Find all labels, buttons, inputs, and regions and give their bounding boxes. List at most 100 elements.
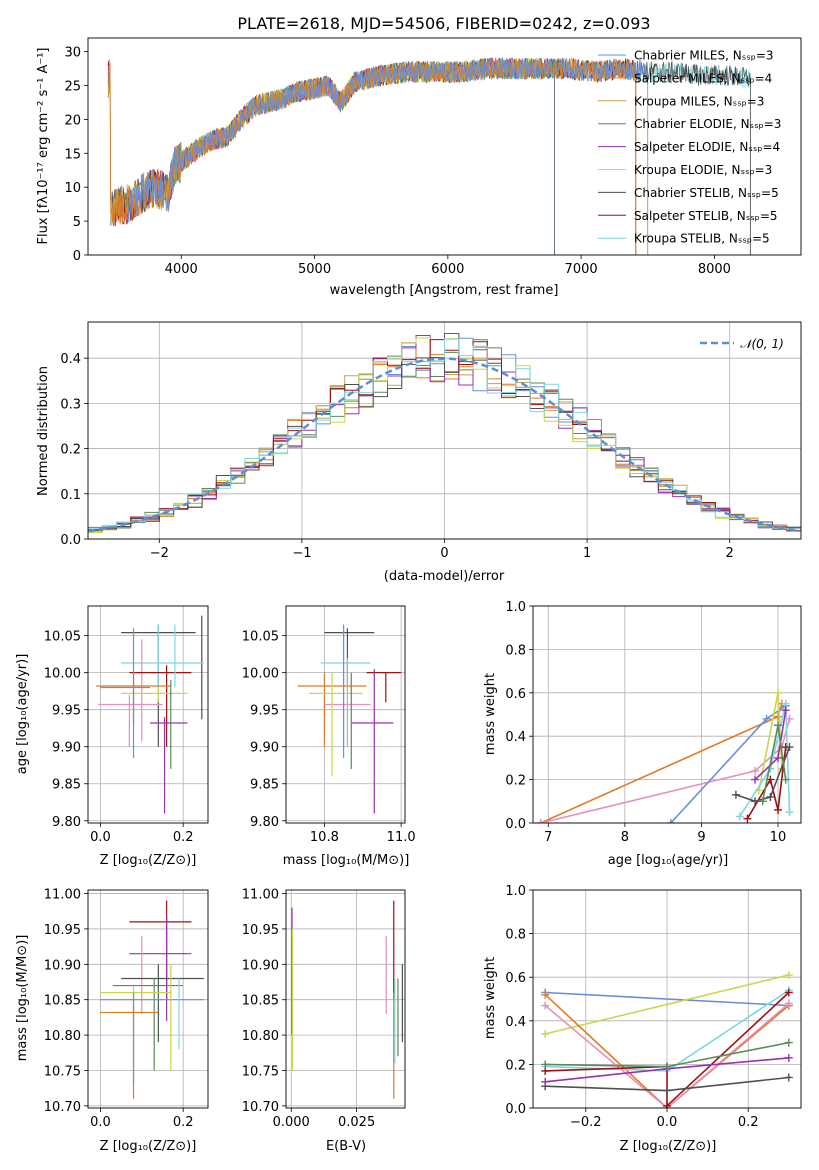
weight-vs-metallicity-series-line xyxy=(545,991,790,1108)
spectrum-y-tick-label: 25 xyxy=(64,79,81,94)
mass-vs-metallicity-points-group xyxy=(100,900,204,1099)
weight-vs-age-series-line xyxy=(739,703,791,817)
weight-vs-age-point-marker xyxy=(751,775,760,784)
residuals-x-tick-label: −1 xyxy=(292,546,311,561)
mass-vs-extinction-y-tick-label: 10.70 xyxy=(242,1100,279,1115)
weight-vs-age-x-tick-label: 8 xyxy=(621,830,629,845)
weight-vs-metallicity-series-line xyxy=(545,991,789,1007)
weight-vs-metallicity-point-marker xyxy=(784,971,793,980)
weight-vs-age-y-tick-label: 0.8 xyxy=(505,643,526,658)
age-vs-metallicity-y-tick-label: 9.95 xyxy=(52,704,81,719)
age-vs-metallicity-panel: Z [log₁₀(Z/Z⊙)] age [log₁₀(age/yr)] 0.0 0… xyxy=(15,605,209,868)
residuals-panel: −2 −1 0 1 2 0.0 0.1 0.2 0.3 0.4 𝒩(0, 1) (data-mod… xyxy=(36,321,802,584)
age-vs-metallicity-points-group xyxy=(96,615,204,814)
residuals-y-tick-label: 0.0 xyxy=(60,533,81,548)
mass-vs-metallicity-y-tick-label: 10.85 xyxy=(44,994,81,1009)
spectrum-y-tick-label: 15 xyxy=(64,147,81,162)
spectrum-y-axis-label: Flux [fλ10⁻¹⁷ erg cm⁻² s⁻¹ A⁻¹] xyxy=(36,48,51,245)
age-vs-metallicity-x-tick-label: 0.2 xyxy=(173,830,194,845)
residuals-y-tick-label: 0.3 xyxy=(60,397,81,412)
weight-vs-age-y-tick-label: 1.0 xyxy=(505,600,526,615)
age-vs-mass-frame xyxy=(285,605,406,824)
weight-vs-age-panel: age [log₁₀(age/yr)] mass weight 7 8 9 10 0.0… xyxy=(483,600,802,868)
weight-vs-age-point-marker xyxy=(751,797,760,806)
weight-vs-metallicity-y-tick-label: 0.4 xyxy=(505,1015,526,1030)
weight-vs-age-point-marker xyxy=(666,819,675,823)
weight-vs-metallicity-point-marker xyxy=(663,1062,671,1071)
weight-vs-age-point-marker xyxy=(766,792,775,801)
residuals-plot-area: −2 −1 0 1 2 0.0 0.1 0.2 0.3 0.4 xyxy=(60,321,802,561)
weight-vs-metallicity-x-tick-label: 0.2 xyxy=(738,1115,759,1130)
spectrum-legend-label: Salpeter ELODIE, Nₛₛₚ=4 xyxy=(634,140,780,154)
spectrum-legend-label: Kroupa STELIB, Nₛₛₚ=5 xyxy=(634,232,770,246)
weight-vs-age-point-marker xyxy=(774,753,783,762)
weight-vs-metallicity-point-marker xyxy=(541,990,550,999)
spectrum-legend-label: Chabrier MILES, Nₛₛₚ=3 xyxy=(634,49,774,63)
mass-vs-metallicity-x-axis-label: Z [log₁₀(Z/Z⊙)] xyxy=(100,1139,197,1154)
age-vs-metallicity-y-tick-label: 9.85 xyxy=(52,778,81,793)
mass-vs-metallicity-frame xyxy=(87,889,209,1109)
mass-vs-extinction-y-tick-label: 10.90 xyxy=(242,958,279,973)
residuals-x-tick-label: 0 xyxy=(440,546,448,561)
weight-vs-metallicity-point-marker xyxy=(541,1001,550,1010)
weight-vs-age-y-tick-label: 0.6 xyxy=(505,687,526,702)
age-vs-mass-y-tick-label: 9.80 xyxy=(250,815,279,830)
mass-vs-extinction-y-tick-label: 10.75 xyxy=(242,1064,279,1079)
weight-vs-metallicity-frame xyxy=(532,889,802,1109)
mass-vs-metallicity-y-tick-label: 10.75 xyxy=(44,1064,81,1079)
age-vs-mass-y-tick-label: 9.95 xyxy=(250,704,279,719)
weight-vs-age-point-marker xyxy=(743,814,752,823)
weight-vs-metallicity-point-marker xyxy=(541,1077,550,1086)
spectrum-x-tick-label: 5000 xyxy=(298,262,331,277)
weight-vs-metallicity-point-marker xyxy=(663,1086,671,1095)
spectrum-plot-area: 4000 5000 6000 7000 8000 0 5 10 15 20 25 30 xyxy=(64,37,802,277)
age-vs-mass-y-tick-label: 10.05 xyxy=(242,630,279,645)
weight-vs-age-y-tick-label: 0.4 xyxy=(505,730,526,745)
age-vs-metallicity-x-tick-label: 0.0 xyxy=(90,830,111,845)
weight-vs-metallicity-x-axis-label: Z [log₁₀(Z/Z⊙)] xyxy=(620,1139,717,1154)
residuals-x-tick-label: 2 xyxy=(726,546,734,561)
residuals-histogram-group xyxy=(88,333,801,533)
residuals-y-tick-label: 0.1 xyxy=(60,488,81,503)
residuals-x-axis-label: (data-model)/error xyxy=(384,569,505,584)
weight-vs-metallicity-series-line xyxy=(544,994,790,1108)
mass-vs-metallicity-y-tick-label: 10.80 xyxy=(44,1029,81,1044)
spectrum-panel: PLATE=2618, MJD=54506, FIBERID=0242, z=0… xyxy=(36,14,802,298)
spectrum-y-tick-label: 30 xyxy=(64,46,81,61)
weight-vs-age-x-axis-label: age [log₁₀(age/yr)] xyxy=(608,853,729,868)
mass-vs-extinction-x-tick-label: 0.025 xyxy=(338,1115,375,1130)
spectrum-legend-label: Kroupa ELODIE, Nₛₛₚ=3 xyxy=(634,163,772,177)
residuals-y-axis-label: Normed distribution xyxy=(36,366,51,496)
weight-vs-age-point-marker xyxy=(758,797,767,806)
age-vs-metallicity-y-tick-label: 10.00 xyxy=(44,667,81,682)
weight-vs-metallicity-y-tick-label: 1.0 xyxy=(505,884,526,899)
weight-vs-age-y-tick-label: 0.0 xyxy=(505,817,526,832)
spectrum-y-tick-label: 20 xyxy=(64,113,81,128)
age-vs-metallicity-y-tick-label: 10.05 xyxy=(44,630,81,645)
spectrum-series-line xyxy=(127,57,649,224)
weight-vs-metallicity-series-line xyxy=(544,1002,790,1108)
spectrum-x-tick-label: 6000 xyxy=(431,262,464,277)
weight-vs-metallicity-lines-group xyxy=(541,971,793,1108)
residuals-x-tick-label: 1 xyxy=(583,546,591,561)
weight-vs-metallicity-x-tick-label: −0.2 xyxy=(570,1115,602,1130)
mass-vs-metallicity-y-tick-label: 11.00 xyxy=(44,888,81,903)
weight-vs-metallicity-point-marker xyxy=(784,1073,793,1082)
age-vs-mass-x-tick-label: 11.0 xyxy=(387,830,416,845)
weight-vs-metallicity-point-marker xyxy=(541,1029,550,1038)
weight-vs-age-series-line xyxy=(670,705,787,823)
weight-vs-age-point-marker xyxy=(536,819,545,823)
weight-vs-age-lines-group xyxy=(536,688,794,823)
age-vs-metallicity-frame xyxy=(87,605,209,824)
weight-vs-age-series-line xyxy=(746,746,787,820)
weight-vs-age-y-tick-label: 0.2 xyxy=(505,774,526,789)
weight-vs-age-series-line xyxy=(540,703,783,823)
age-vs-metallicity-y-axis-label: age [log₁₀(age/yr)] xyxy=(15,654,30,775)
weight-vs-age-frame xyxy=(532,605,802,824)
weight-vs-metallicity-series-line xyxy=(545,974,789,1035)
weight-vs-metallicity-y-tick-label: 0.0 xyxy=(505,1102,526,1117)
weight-vs-age-point-marker xyxy=(785,808,794,817)
mass-vs-extinction-y-tick-label: 11.00 xyxy=(242,888,279,903)
weight-vs-metallicity-point-marker xyxy=(784,999,793,1008)
weight-vs-age-point-marker xyxy=(762,714,771,723)
